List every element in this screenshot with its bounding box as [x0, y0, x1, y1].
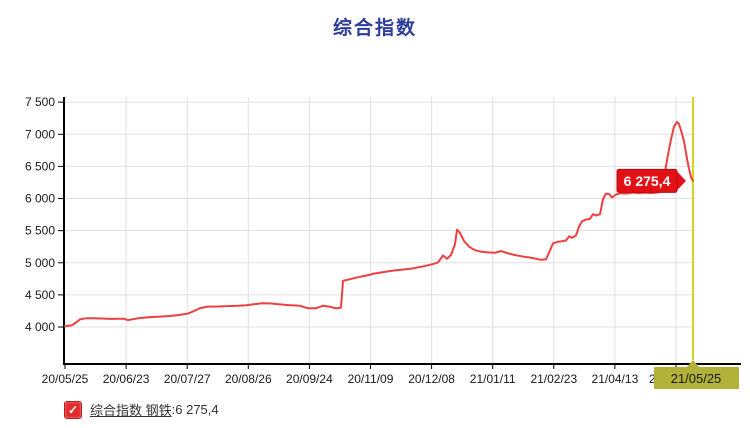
y-tick-label: 5 500 — [25, 224, 55, 238]
x-tick-label-clipped: 2 — [649, 372, 656, 386]
y-tick-label: 4 000 — [25, 320, 55, 334]
legend-separator: : — [171, 402, 176, 417]
last-value-label-text: 6 275,4 — [624, 173, 671, 189]
y-tick-label: 7 000 — [25, 127, 55, 141]
x-tick-label: 21/02/23 — [530, 372, 577, 386]
legend-checkbox-checked[interactable]: ✓ — [64, 400, 82, 419]
last-value-label-arrow — [675, 169, 686, 193]
x-tick-label: 20/06/23 — [103, 372, 150, 386]
x-tick-label: 20/07/27 — [164, 372, 211, 386]
y-tick-label: 5 000 — [25, 256, 55, 270]
legend-series-link[interactable]: 综合指数 钢铁 — [90, 403, 172, 418]
page-title: 综合指数 — [332, 18, 417, 39]
x-tick-label: 21/01/11 — [470, 372, 516, 386]
y-tick-label: 7 500 — [25, 95, 55, 109]
crosshair-date-pointer — [686, 360, 700, 368]
legend-series-value: 6 275,4 — [175, 402, 219, 417]
x-tick-label: 20/05/25 — [42, 372, 89, 386]
crosshair-date-box — [654, 367, 739, 389]
y-tick-label: 6 000 — [25, 192, 55, 206]
series-line — [64, 120, 694, 328]
y-tick-label: 4 500 — [25, 288, 55, 302]
x-tick-label: 20/09/24 — [286, 372, 333, 386]
legend: ✓ 综合指数 钢铁 : 6 275,4 — [64, 400, 219, 419]
x-tick-label: 20/08/26 — [225, 372, 272, 386]
crosshair-date-label[interactable]: 21/05/25 — [671, 371, 722, 386]
x-tick-label: 20/11/09 — [348, 372, 394, 386]
x-tick-label: 20/12/08 — [408, 372, 455, 386]
last-value-label-box — [616, 168, 678, 193]
x-tick-label: 21/04/13 — [592, 372, 639, 386]
y-tick-label: 6 500 — [25, 159, 55, 173]
